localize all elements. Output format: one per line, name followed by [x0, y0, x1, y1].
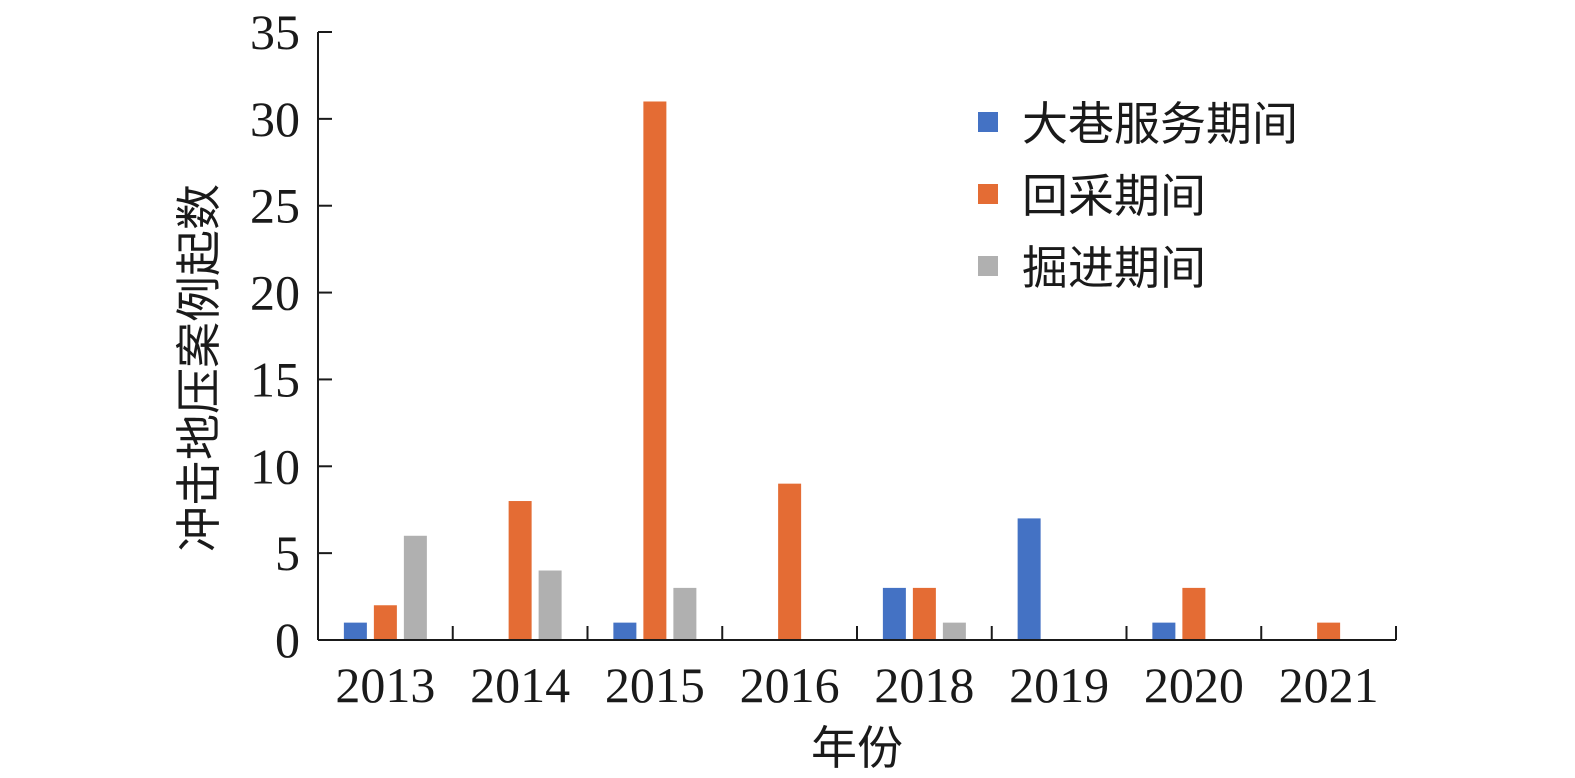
bar	[1152, 622, 1176, 640]
x-tick-label: 2020	[1144, 657, 1244, 713]
y-tick-label: 35	[250, 4, 300, 60]
legend-label: 回采期间	[1022, 169, 1206, 223]
x-tick-label: 2014	[470, 657, 570, 713]
x-tick-label: 2013	[335, 657, 435, 713]
bar	[508, 501, 532, 640]
y-tick-label: 5	[275, 525, 300, 581]
bar	[1182, 587, 1206, 640]
bars-group	[343, 101, 1341, 640]
x-axis-label: 年份	[811, 721, 903, 775]
x-tick-label: 2019	[1009, 657, 1109, 713]
bar	[1017, 518, 1041, 640]
bar	[643, 101, 667, 640]
y-tick-label: 15	[250, 351, 300, 407]
x-ticks-group: 2013 2014 2015 2016 2018 2019 2020 2021	[317, 626, 1397, 713]
bar	[373, 605, 397, 640]
legend-swatch	[978, 184, 998, 204]
legend-swatch	[978, 112, 998, 132]
x-tick-label: 2021	[1279, 657, 1379, 713]
y-tick-label: 25	[250, 178, 300, 234]
y-ticks-group: 0 5 10 15 20 25 30 35	[250, 4, 332, 668]
bar	[942, 622, 966, 640]
bar	[1317, 622, 1341, 640]
bar	[343, 622, 367, 640]
bar	[882, 587, 906, 640]
legend-label: 掘进期间	[1022, 241, 1206, 295]
x-tick-label: 2018	[874, 657, 974, 713]
y-tick-label: 10	[250, 438, 300, 494]
bar	[538, 570, 562, 640]
x-tick-label: 2015	[605, 657, 705, 713]
legend-swatch	[978, 256, 998, 276]
legend-label: 大巷服务期间	[1022, 97, 1298, 151]
y-tick-label: 20	[250, 265, 300, 321]
y-tick-label: 0	[275, 612, 300, 668]
bar	[613, 622, 637, 640]
x-tick-label: 2016	[740, 657, 840, 713]
bar	[673, 587, 697, 640]
bar	[403, 535, 427, 640]
bar	[778, 483, 802, 640]
bar	[912, 587, 936, 640]
y-tick-label: 30	[250, 91, 300, 147]
y-axis-label: 冲击地压案例起数	[172, 184, 226, 552]
